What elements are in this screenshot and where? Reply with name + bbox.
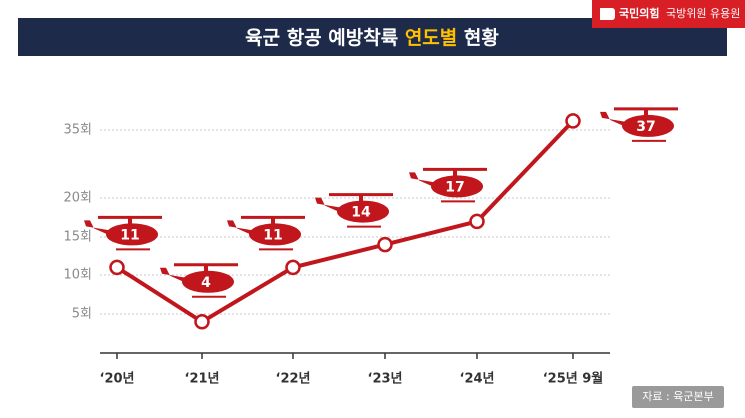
tail [227,220,255,237]
mast [271,217,275,225]
line [115,119,575,325]
tail [160,267,188,284]
body [249,223,301,246]
title-part: 육군 항공 예방착륙 [245,27,398,49]
value-label: 17 [445,179,464,195]
value-label: 37 [636,119,655,135]
x-tick-label: ‘21년 [185,372,220,387]
helicopter: 17 [409,167,487,203]
value-label: 4 [201,275,211,291]
value-label: 14 [351,205,371,221]
badge-icon [600,8,615,20]
body [622,114,674,137]
mast [644,108,648,116]
y-tick-label: 5회 [72,307,92,322]
x-tick-label: ‘25년 9월 [543,371,604,387]
point [565,113,581,129]
point [469,213,485,230]
tail [409,172,437,189]
y-tick-label: 20회 [63,191,92,206]
body [337,200,389,223]
tail [84,220,112,237]
value-label: 11 [263,227,282,243]
body [431,175,483,198]
y-tick-label: 10회 [63,268,92,283]
helicopter: 14 [315,193,393,228]
x-tick-label: ‘20년 [100,372,135,387]
helicopter: 11 [227,215,305,251]
x-tick-label: ‘23년 [368,372,403,387]
y-tick-label: 35회 [63,123,92,138]
source: 자료 : 육군본부 [642,390,713,403]
x-tick-label: ‘24년 [460,372,495,387]
chart-title: 육군 항공 예방착륙 연도별 현황 [245,26,499,49]
badge [592,0,745,28]
source-box [632,386,724,408]
helicopter: 11 [84,215,162,251]
point [377,236,393,253]
helicopter: 4 [160,263,238,298]
body [182,270,234,293]
title-highlight: 연도별 [405,27,457,49]
helicopter: 37 [600,107,678,142]
badge-member: 국방위원 유용원 [666,7,740,20]
tail [315,197,343,214]
badge-party: 국민의힘 [619,6,659,20]
point [109,259,125,276]
plot: 5회 10회 15회 20회 35회 ‘20년 ‘21년 ‘22년 ‘23년 ‘24년 ‘25년 9… [63,107,678,387]
tail [600,111,628,128]
x-tick-label: ‘22년 [276,372,311,387]
body [106,223,158,246]
mast [453,169,457,177]
mast [359,194,363,202]
mast [204,264,208,272]
point [194,314,210,330]
title-part: 현황 [464,26,499,49]
value-label: 11 [120,227,139,243]
y-tick-label: 15회 [63,230,92,245]
mast [128,217,132,225]
point [285,259,301,276]
